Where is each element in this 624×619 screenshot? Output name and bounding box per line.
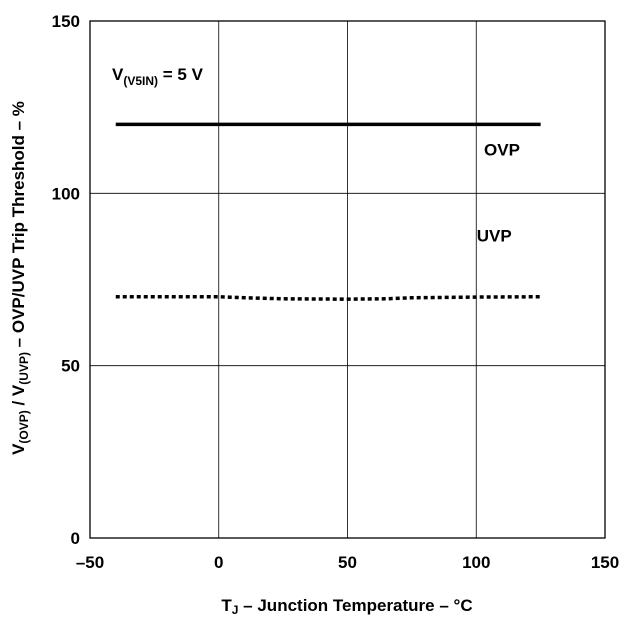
- y-label-sub2: (UVP): [17, 352, 31, 385]
- y-label-sub1: (OVP): [17, 410, 31, 443]
- y-tick-label: 150: [52, 12, 80, 31]
- x-tick-labels: –50 0 50 100 150: [76, 553, 619, 572]
- y-axis-label: V(OVP) / V(UVP) – OVP/UVP Trip Threshold…: [9, 101, 31, 455]
- annotation-sub: (V5IN): [123, 74, 158, 88]
- y-tick-label: 0: [71, 529, 80, 548]
- y-tick-label: 50: [61, 357, 80, 376]
- series-label-uvp: UVP: [477, 227, 512, 246]
- annotation-main: V: [112, 65, 124, 84]
- series-label-ovp: OVP: [484, 140, 520, 159]
- y-label-rest: – OVP/UVP Trip Threshold – %: [9, 101, 28, 352]
- plot-frame: [89, 20, 606, 539]
- y-label-mid: / V: [9, 384, 28, 410]
- x-label-rest: – Junction Temperature – °C: [238, 596, 472, 615]
- x-tick-label: 150: [591, 553, 619, 572]
- x-tick-label: 100: [462, 553, 490, 572]
- annotation-rest: = 5 V: [158, 65, 204, 84]
- x-axis-label: TJ – Junction Temperature – °C: [221, 596, 472, 617]
- x-tick-label: –50: [76, 553, 104, 572]
- x-tick-label: 50: [338, 553, 357, 572]
- x-tick-label: 0: [214, 553, 223, 572]
- y-label-v1: V: [9, 443, 28, 455]
- x-label-sub: J: [232, 603, 239, 617]
- condition-annotation: V(V5IN) = 5 V: [112, 65, 204, 88]
- series-layer: OVP UVP: [115, 122, 541, 301]
- grid: [90, 21, 605, 538]
- y-tick-labels: 0 50 100 150: [52, 12, 80, 548]
- y-tick-label: 100: [52, 184, 80, 203]
- series-line-uvp: [115, 294, 541, 301]
- x-label-main: T: [221, 596, 232, 615]
